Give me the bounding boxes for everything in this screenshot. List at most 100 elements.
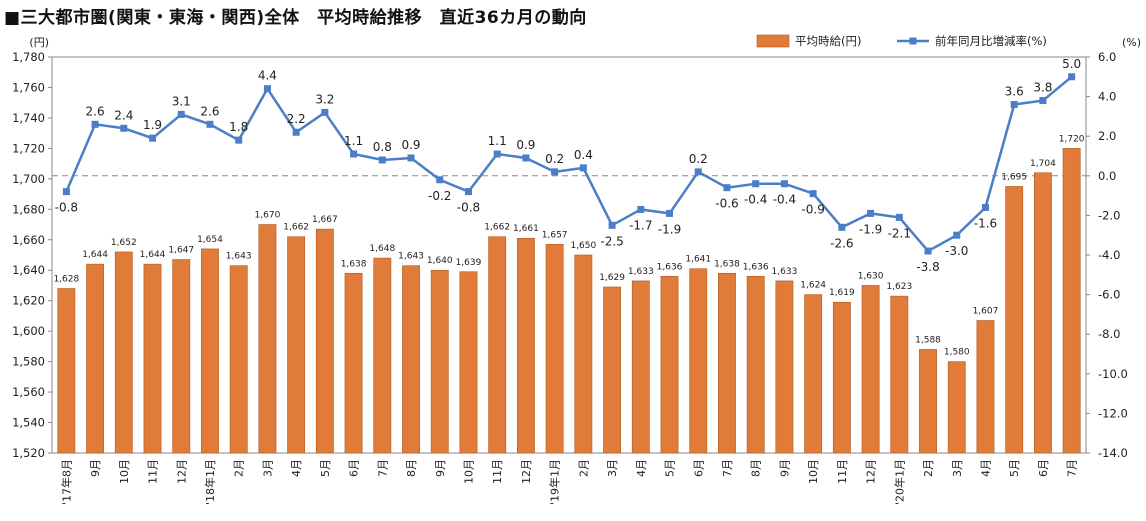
line-value-label: -3.8: [916, 260, 939, 274]
line-point: [838, 223, 846, 231]
line-value-label: 4.4: [258, 69, 277, 83]
bar: [488, 236, 507, 454]
line-value-label: 3.8: [1033, 81, 1052, 95]
bar: [229, 265, 248, 454]
rate-line: [65, 75, 1073, 253]
line-point: [666, 209, 674, 217]
line-value-label: -0.6: [715, 197, 738, 211]
bar: [574, 254, 593, 454]
left-axis-tick: 1,520: [12, 446, 45, 460]
bar-value-label: 1,704: [1030, 159, 1056, 169]
x-axis-label: 9月: [89, 459, 102, 477]
bar: [402, 265, 420, 454]
bar: [947, 361, 966, 454]
line-value-label: -0.4: [773, 193, 796, 207]
line-point: [579, 164, 587, 172]
x-axis-label: 7月: [1066, 459, 1079, 477]
bar: [373, 257, 392, 454]
line-point: [378, 156, 386, 164]
x-axis-label: 12月: [175, 459, 188, 484]
x-axis-label: 10月: [462, 459, 475, 484]
x-axis-label: 7月: [721, 459, 734, 477]
x-axis-label: 12月: [520, 459, 533, 484]
bar: [631, 280, 650, 454]
line-value-label: -1.7: [629, 218, 652, 232]
line-value-label: 3.1: [172, 94, 191, 108]
bar: [172, 259, 191, 454]
line-value-label: 1.1: [488, 134, 507, 148]
bar-value-label: 1,629: [599, 273, 625, 283]
x-axis-label: 11月: [147, 459, 160, 484]
bar: [890, 295, 909, 454]
bar: [1005, 186, 1024, 454]
legend: 平均時給(円) 前年同月比増減率(%): [756, 34, 1047, 48]
bar-value-label: 1,644: [140, 250, 166, 260]
bar-value-label: 1,630: [858, 271, 884, 281]
bar: [315, 228, 334, 454]
legend-bar-swatch: [756, 34, 790, 48]
x-axis-label: 6月: [1037, 459, 1050, 477]
line-point: [608, 221, 616, 229]
bar-value-label: 1,657: [542, 230, 568, 240]
line-point: [924, 247, 932, 255]
bar: [976, 320, 995, 454]
line-value-label: 0.9: [401, 138, 420, 152]
x-axis-label: 5月: [1008, 459, 1021, 477]
x-axis-label: '17年8月: [59, 459, 73, 505]
bar: [861, 285, 880, 454]
line-point: [723, 184, 731, 192]
bar: [545, 244, 564, 454]
bar: [114, 251, 133, 454]
left-axis-tick: 1,540: [12, 416, 45, 430]
line-value-label: 0.2: [689, 152, 708, 166]
left-axis-tick: 1,600: [12, 324, 45, 338]
bar: [430, 269, 449, 454]
line-point: [953, 231, 961, 239]
line-value-label: -0.8: [457, 201, 480, 215]
line-value-label: 0.9: [516, 138, 535, 152]
right-axis-tick: 0.0: [1098, 169, 1116, 183]
legend-line-marker: [909, 37, 917, 45]
line-value-label: -0.4: [744, 193, 767, 207]
line-value-label: 5.0: [1062, 57, 1081, 71]
line-point: [292, 128, 300, 136]
line-value-label: 1.8: [229, 120, 248, 134]
left-axis-tick: 1,640: [12, 263, 45, 277]
line-point: [1010, 101, 1018, 109]
left-axis-tick: 1,560: [12, 385, 45, 399]
line-value-label: -2.1: [888, 226, 911, 240]
right-axis-tick: 2.0: [1098, 129, 1116, 143]
bar-value-label: 1,662: [484, 223, 510, 233]
bar-value-label: 1,720: [1059, 134, 1085, 144]
x-axis-label: 4月: [635, 459, 648, 477]
bar: [746, 276, 765, 454]
left-axis-tick: 1,620: [12, 294, 45, 308]
line-value-label: 0.8: [373, 140, 392, 154]
bar-value-label: 1,639: [456, 258, 482, 268]
bar: [718, 272, 736, 454]
bar: [201, 248, 219, 454]
bar-value-label: 1,640: [427, 256, 453, 266]
line-value-label: 3.2: [315, 92, 334, 106]
line-value-label: -0.2: [428, 189, 451, 203]
bar-value-label: 1,633: [772, 267, 798, 277]
line-value-label: 0.4: [574, 148, 593, 162]
bar-value-label: 1,633: [628, 267, 654, 277]
line-value-label: 2.4: [114, 108, 133, 122]
x-axis-label: 9月: [778, 459, 791, 477]
bar-value-label: 1,580: [944, 348, 970, 358]
bar-value-label: 1,650: [570, 241, 596, 251]
bar: [86, 263, 105, 454]
bar-value-label: 1,647: [168, 246, 194, 256]
bar-value-label: 1,607: [973, 306, 999, 316]
line-value-label: 2.6: [200, 104, 219, 118]
bar: [804, 294, 823, 454]
left-axis-unit: (円): [29, 36, 49, 49]
bar: [919, 349, 937, 454]
line-value-label: 2.2: [287, 112, 306, 126]
bar-value-label: 1,636: [743, 262, 769, 272]
bar-value-label: 1,624: [800, 281, 826, 291]
line-point: [752, 180, 760, 188]
left-axis-tick: 1,660: [12, 233, 45, 247]
